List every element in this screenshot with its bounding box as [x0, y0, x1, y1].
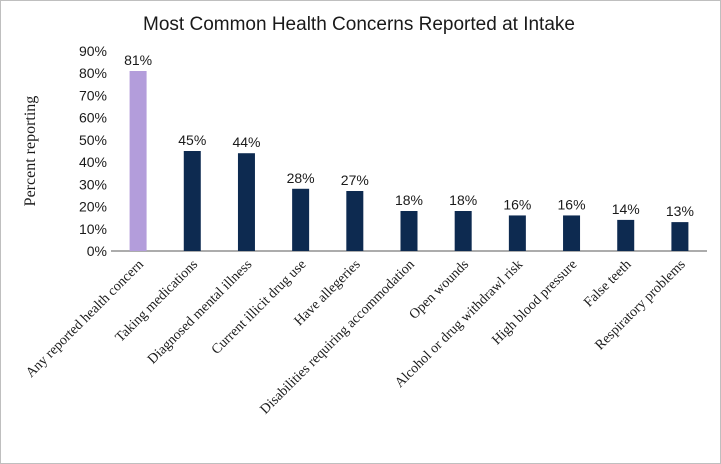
x-tick-label: Respiratory problems: [593, 257, 689, 353]
bar: [129, 71, 147, 251]
y-tick-label: 20%: [79, 199, 107, 215]
chart-title: Most Common Health Concerns Reported at …: [143, 14, 575, 35]
y-axis: 0% 10% 20% 30% 40% 50% 60% 70% 80% 90%: [79, 43, 107, 259]
data-label: 45%: [178, 132, 206, 148]
data-label: 44%: [232, 134, 260, 150]
bar: [671, 222, 689, 251]
y-axis-label: Percent reporting: [22, 96, 39, 207]
data-label: 18%: [395, 192, 423, 208]
y-tick-label: 50%: [79, 132, 107, 148]
data-label: 27%: [341, 172, 369, 188]
y-tick-label: 60%: [79, 110, 107, 126]
bar: [183, 151, 201, 251]
bar: [346, 191, 364, 251]
bar: [292, 188, 310, 251]
data-label: 18%: [449, 192, 477, 208]
y-tick-label: 30%: [79, 176, 107, 192]
x-tick-label: Diagnosed mental illness: [145, 257, 255, 367]
y-tick-label: 40%: [79, 154, 107, 170]
data-label: 16%: [503, 196, 531, 212]
bar: [563, 215, 581, 251]
bar: [400, 211, 418, 251]
bar: [237, 153, 255, 251]
bar: [508, 215, 526, 251]
data-label: 16%: [558, 196, 586, 212]
y-tick-label: 0%: [87, 243, 107, 259]
bar: [617, 219, 635, 251]
x-tick-label: False teeth: [581, 257, 634, 310]
data-label: 28%: [287, 170, 315, 186]
data-label: 13%: [666, 203, 694, 219]
bar: [454, 211, 472, 251]
y-tick-label: 80%: [79, 65, 107, 81]
x-tick-label: Current illicit drug use: [209, 257, 310, 358]
data-label: 14%: [612, 201, 640, 217]
y-tick-label: 10%: [79, 221, 107, 237]
data-label: 81%: [124, 52, 152, 68]
bars: [129, 71, 689, 251]
y-tick-label: 90%: [79, 43, 107, 59]
y-tick-label: 70%: [79, 87, 107, 103]
data-labels: 81% 45% 44% 28% 27% 18% 18% 16% 16% 14% 13%: [124, 52, 694, 219]
